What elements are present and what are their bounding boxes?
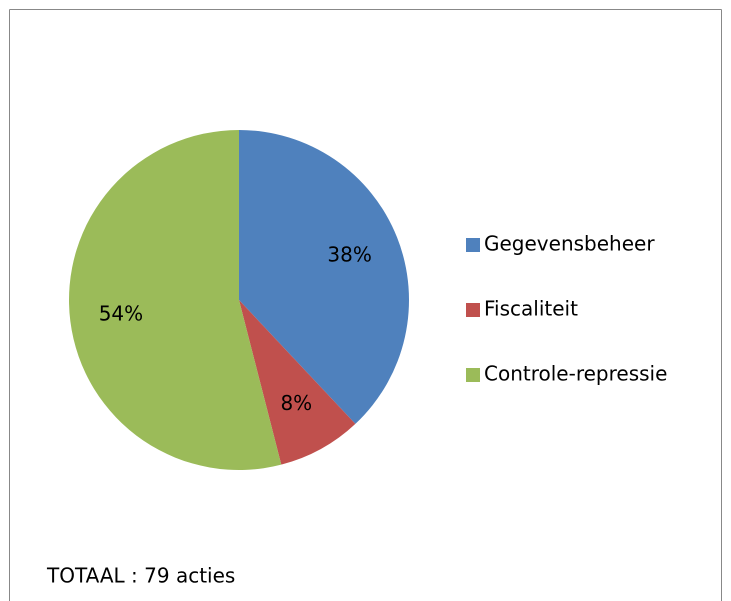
legend-label: Gegevensbeheer (484, 232, 655, 256)
annotation: TOTAAL : 79 acties (46, 564, 235, 588)
pie-slice (69, 130, 282, 470)
data-label: 38% (327, 243, 371, 267)
legend-label: Fiscaliteit (484, 297, 578, 321)
data-label: 8% (280, 391, 312, 415)
pie-slice (239, 130, 410, 424)
data-label: 54% (99, 301, 143, 325)
pie-slice (239, 300, 356, 465)
legend-swatch (466, 238, 480, 252)
legend-label: Controle-repressie (484, 362, 667, 386)
legend-swatch (466, 303, 480, 317)
legend-swatch (466, 368, 480, 382)
